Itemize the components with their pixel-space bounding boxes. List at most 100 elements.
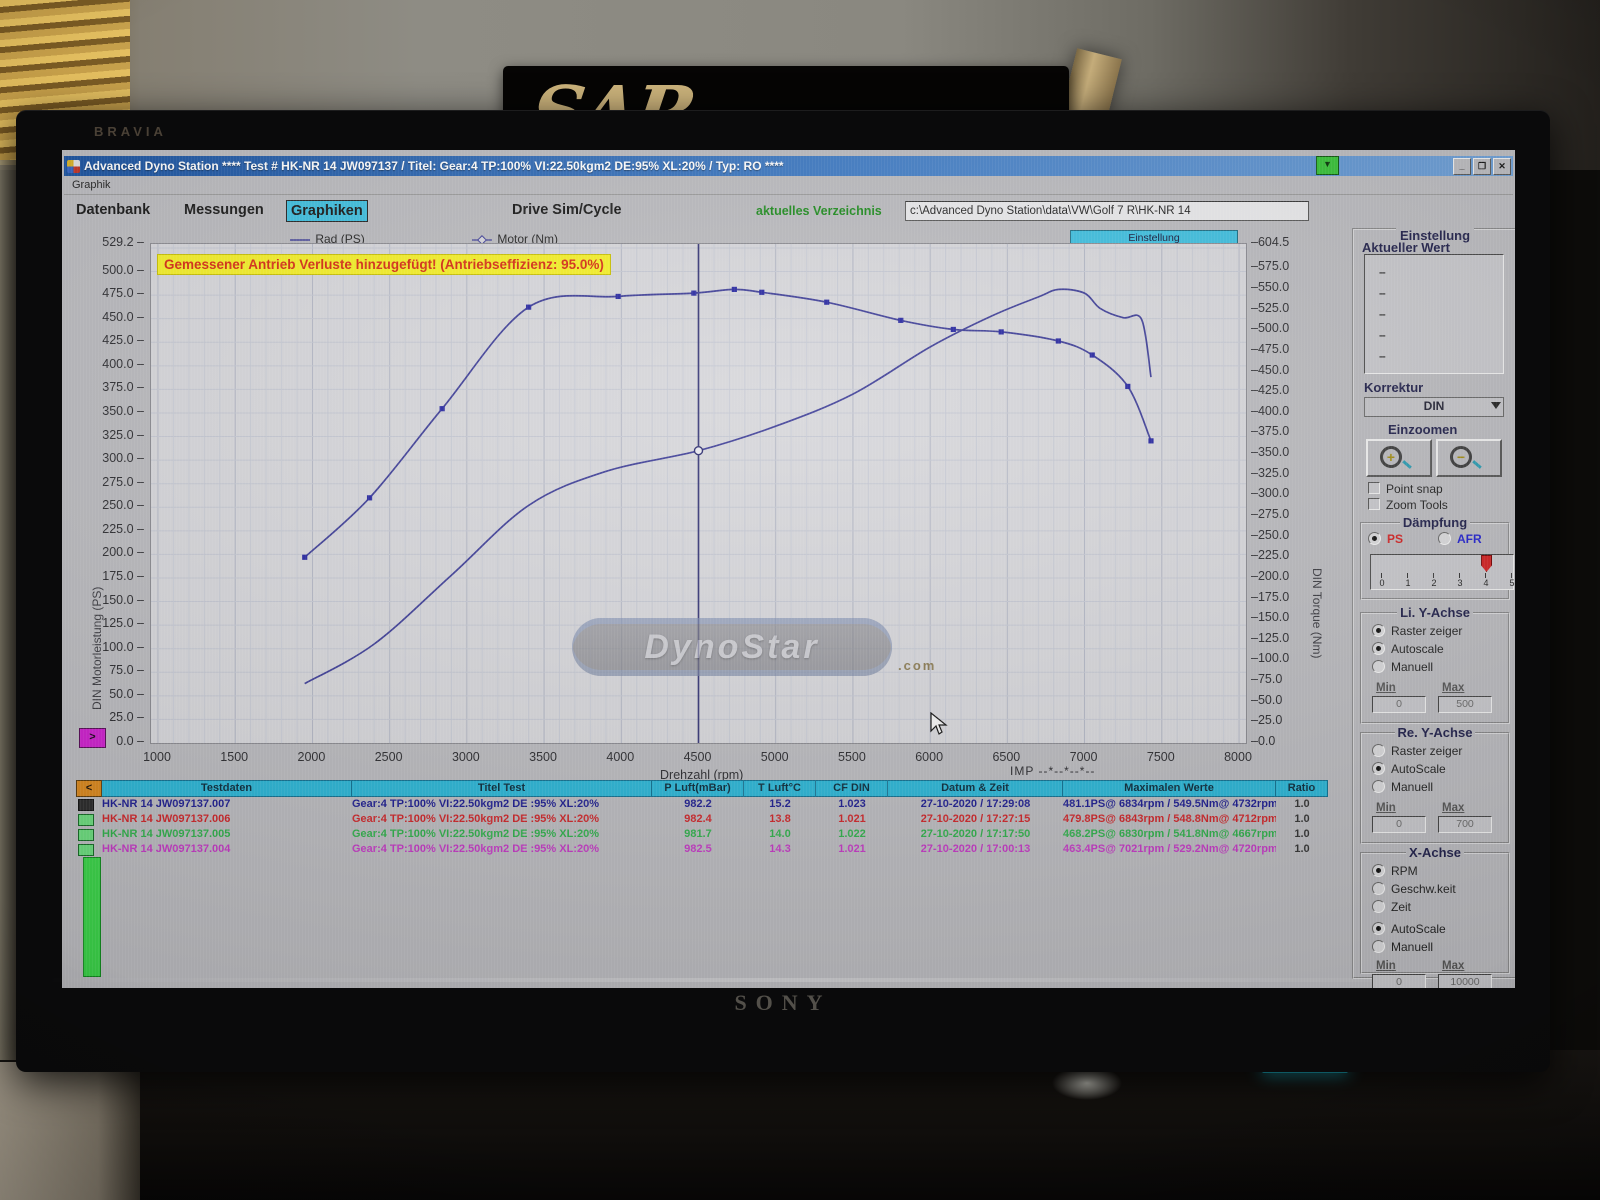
left-axis-tick-label: 125.0 – (102, 616, 144, 631)
radio-zeit[interactable]: Zeit (1372, 900, 1411, 915)
point-snap-checkbox[interactable]: Point snap (1368, 482, 1443, 496)
einzoomen-title: Einzoomen (1388, 422, 1458, 437)
table-row[interactable]: HK-NR 14 JW097137.004 Gear:4 TP:100% VI:2… (76, 842, 1360, 857)
min-field[interactable]: 0 (1372, 816, 1426, 833)
x-axis-tick-label: 7500 (1146, 750, 1175, 764)
radio-manuell[interactable]: Manuell (1372, 660, 1433, 675)
right-axis-tick-label: –225.0 (1251, 548, 1290, 563)
curve-rad-ps (304, 288, 1152, 685)
data-point-marker (731, 286, 737, 293)
legend-motor-nm: Motor (Nm) (472, 232, 558, 246)
left-axis-tick-label: 225.0 – (102, 521, 144, 536)
min-field[interactable]: 0 (1372, 974, 1426, 988)
radio-manuell[interactable]: Manuell (1372, 780, 1433, 795)
left-axis-tick-label: 25.0 – (109, 710, 144, 725)
left-axis-tick-label: 400.0 – (102, 356, 144, 371)
right-axis-tick-label: –175.0 (1251, 589, 1290, 604)
right-axis-tick-label: –400.0 (1251, 403, 1290, 418)
radio-rpm[interactable]: RPM (1372, 864, 1418, 879)
imp-label: IMP --*--*--*-- (1010, 764, 1096, 778)
radio-icon (1372, 882, 1385, 895)
slider-thumb[interactable] (1481, 555, 1492, 572)
settings-panel: Einstellung Aktueller Wert – – – – – Korrekt… (1352, 228, 1515, 988)
tab-messungen[interactable]: Messungen (184, 202, 264, 218)
einstellung-button[interactable]: Einstellung (1070, 230, 1238, 247)
window-titlebar: Advanced Dyno Station **** Test # HK-NR … (64, 156, 1513, 176)
radio-raster-zeiger[interactable]: Raster zeiger (1372, 624, 1462, 639)
slider-tick (1433, 573, 1434, 578)
zoom-tools-checkbox[interactable]: Zoom Tools (1368, 498, 1448, 512)
cell-ratio: 1.0 (1294, 813, 1310, 825)
tab-graphiken[interactable]: Graphiken (286, 200, 368, 222)
table-row[interactable]: HK-NR 14 JW097137.006 Gear:4 TP:100% VI:2… (76, 812, 1360, 827)
right-axis-tick-label: –75.0 (1251, 672, 1283, 687)
radio-autoscale[interactable]: AutoScale (1372, 762, 1446, 777)
cell-p_luft: 982.2 (684, 798, 712, 810)
left-axis-tick-label: 300.0 – (102, 451, 144, 466)
radio-icon (1372, 780, 1385, 793)
row-checkbox[interactable] (78, 844, 94, 856)
restore-button[interactable]: ❐ (1473, 158, 1491, 175)
radio-manuell[interactable]: Manuell (1372, 940, 1433, 955)
column-header-maximalen-werte: Maximalen Werte (1063, 780, 1276, 797)
cell-datum: 27-10-2020 / 17:29:08 (920, 798, 1031, 810)
daempfung-ps-radio[interactable]: PS (1368, 532, 1403, 547)
cell-t_luft: 14.3 (769, 843, 791, 855)
min-label: Min (1376, 802, 1396, 814)
green-dropdown-button[interactable]: ▼ (1316, 156, 1339, 175)
cell-max_werte: 479.8PS@ 6843rpm / 548.8Nm@ 4712rpm (1063, 813, 1276, 825)
close-button[interactable]: ✕ (1493, 158, 1511, 175)
x-axis-tick-label: 1000 (143, 750, 171, 764)
table-row[interactable]: HK-NR 14 JW097137.007 Gear:4 TP:100% VI:2… (76, 797, 1360, 812)
zoom-out-button[interactable]: − (1436, 439, 1502, 477)
row-checkbox[interactable] (78, 829, 94, 841)
left-axis-tick-label: 425.0 – (102, 333, 144, 348)
max-field[interactable]: 500 (1438, 696, 1492, 713)
forward-button[interactable]: > (79, 728, 106, 748)
current-value: – (1379, 286, 1386, 300)
x-axis-tick-label: 1500 (220, 750, 249, 764)
radio-autoscale[interactable]: AutoScale (1372, 922, 1446, 937)
min-field[interactable]: 0 (1372, 696, 1426, 713)
menu-graphik[interactable]: Graphik (72, 179, 111, 191)
cell-cf_din: 1.022 (838, 828, 866, 840)
current-value: – (1379, 307, 1386, 321)
minimize-button[interactable]: _ (1453, 158, 1471, 175)
cell-cf_din: 1.021 (838, 813, 866, 825)
daempfung-afr-radio[interactable]: AFR (1438, 532, 1482, 547)
tab-drive-sim-cycle[interactable]: Drive Sim/Cycle (512, 202, 622, 218)
row-checkbox[interactable] (78, 799, 94, 811)
slider-tick (1407, 573, 1408, 578)
radio-geschw-keit[interactable]: Geschw.keit (1372, 882, 1456, 897)
left-axis-tick-label: 350.0 – (102, 403, 144, 418)
korrektur-dropdown[interactable]: DIN (1364, 397, 1504, 417)
right-axis-tick-label: –200.0 (1251, 568, 1290, 583)
bezel-sheen (46, 978, 1526, 982)
tab-datenbank[interactable]: Datenbank (76, 202, 151, 218)
data-point-marker (824, 299, 830, 305)
screen: Advanced Dyno Station **** Test # HK-NR … (62, 150, 1515, 988)
table-row[interactable]: HK-NR 14 JW097137.005 Gear:4 TP:100% VI:2… (76, 827, 1360, 842)
radio-icon (1372, 922, 1385, 935)
aktueller-wert-title: Aktueller Wert (1362, 240, 1450, 255)
radio-icon (1372, 864, 1385, 877)
data-point-marker (898, 317, 904, 323)
radio-autoscale[interactable]: Autoscale (1372, 642, 1444, 657)
max-field[interactable]: 700 (1438, 816, 1492, 833)
radio-icon (1372, 660, 1385, 673)
daempfung-slider[interactable]: 0 1 2 3 4 5 (1370, 554, 1515, 590)
slider-tick (1459, 573, 1460, 578)
mouse-cursor-icon (930, 712, 948, 735)
table-back-button[interactable]: < (76, 780, 102, 797)
row-checkbox[interactable] (78, 814, 94, 826)
column-header-titel-test: Titel Test (352, 780, 652, 797)
current-directory-input[interactable]: c:\Advanced Dyno Station\data\VW\Golf 7 … (905, 201, 1309, 221)
data-point-marker (439, 406, 445, 412)
sony-logo: SONY (734, 990, 832, 1015)
radio-raster-zeiger[interactable]: Raster zeiger (1372, 744, 1462, 759)
right-axis-tick-label: –250.0 (1251, 527, 1290, 542)
korrektur-title: Korrektur (1364, 380, 1424, 395)
zoom-in-button[interactable]: + (1366, 439, 1432, 477)
column-header-p-luft-mbar-: P Luft(mBar) (652, 780, 744, 797)
max-field[interactable]: 10000 (1438, 974, 1492, 988)
